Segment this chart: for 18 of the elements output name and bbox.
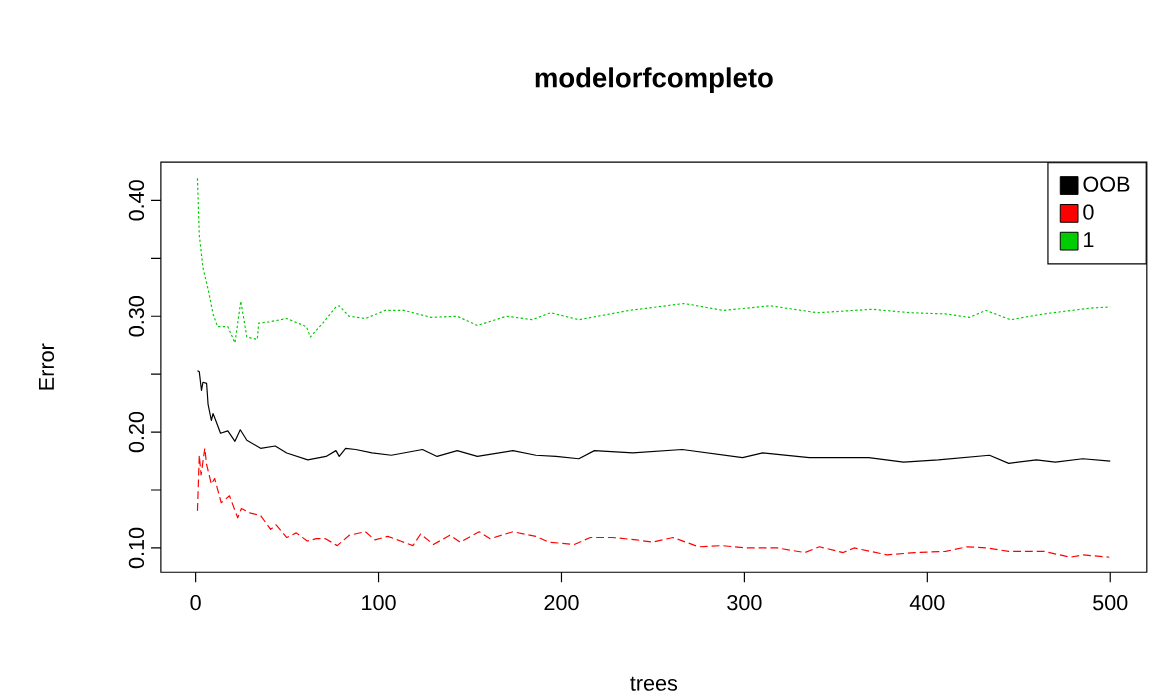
x-tick-label: 100 [362,594,396,611]
x-tick-label: 0 [190,594,201,611]
legend-label: OOB [1083,176,1130,192]
y-tick-label: 0.30 [128,295,145,337]
line-series [196,369,1111,464]
x-axis-title: trees [630,676,678,691]
line-series [196,447,1110,558]
x-tick-label: 200 [544,594,579,611]
y-tick-label: 0.40 [128,180,145,221]
y-axis-title: Error [38,343,55,390]
chart-title: modelorfcompleto [535,67,773,93]
y-tick-label: 0.20 [128,411,145,453]
y-tick-label: 0.10 [128,527,145,568]
x-tick-label: 300 [727,594,762,611]
legend-label: 1 [1084,232,1094,247]
legend-label: 0 [1083,204,1094,220]
x-tick-label: 500 [1093,594,1128,611]
x-tick-label: 400 [909,594,945,611]
